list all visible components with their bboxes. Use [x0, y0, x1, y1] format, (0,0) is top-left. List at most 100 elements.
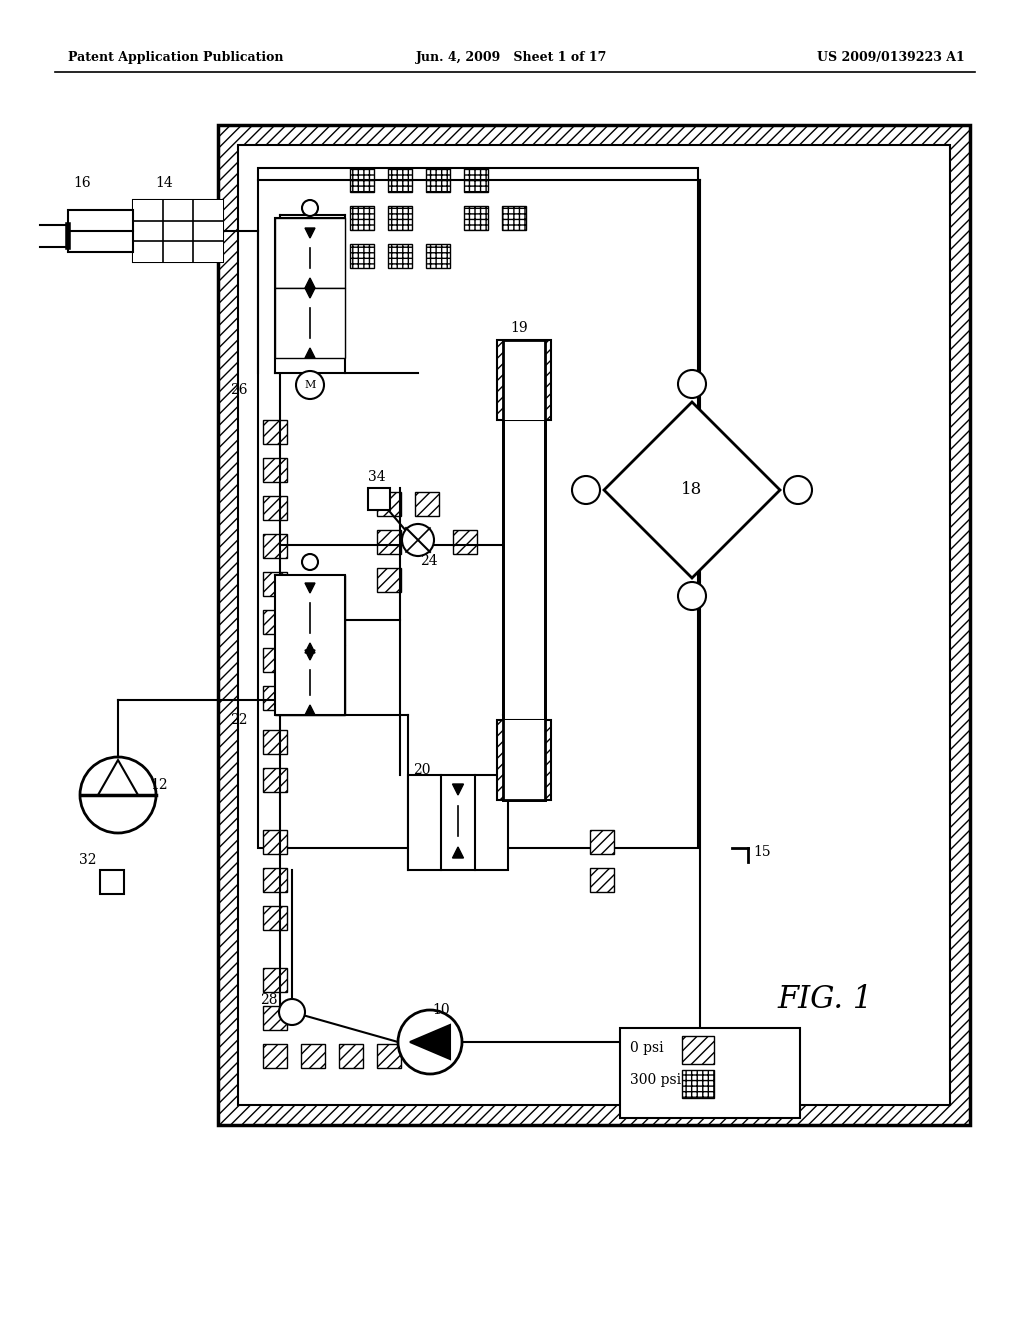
Text: 18: 18 — [681, 482, 702, 499]
Circle shape — [784, 477, 812, 504]
Bar — [350, 206, 374, 230]
Bar — [193, 201, 223, 261]
Bar — [503, 341, 545, 420]
Text: 10: 10 — [432, 1003, 450, 1016]
Text: 22: 22 — [230, 713, 248, 727]
Text: 28: 28 — [260, 993, 278, 1007]
Text: 16: 16 — [73, 176, 91, 190]
Circle shape — [279, 999, 305, 1026]
Text: 34: 34 — [368, 470, 386, 484]
Polygon shape — [305, 348, 315, 358]
Bar — [682, 1036, 714, 1064]
Text: 15: 15 — [753, 845, 771, 859]
Polygon shape — [305, 288, 315, 298]
Bar — [503, 341, 545, 800]
Bar — [503, 719, 545, 800]
Circle shape — [80, 756, 156, 833]
Bar — [408, 775, 508, 870]
Bar — [263, 830, 287, 854]
Text: 19: 19 — [510, 321, 527, 335]
Bar — [275, 218, 345, 374]
Text: 20: 20 — [413, 763, 430, 777]
Bar — [275, 576, 345, 645]
Bar — [497, 341, 551, 420]
Bar — [503, 341, 545, 800]
Bar — [388, 168, 412, 191]
Bar — [263, 458, 287, 482]
Bar — [275, 576, 345, 715]
Bar — [377, 568, 401, 591]
Bar — [68, 210, 133, 252]
Text: 300 psi: 300 psi — [630, 1073, 681, 1086]
Circle shape — [302, 201, 318, 216]
Bar — [263, 1006, 287, 1030]
Bar — [368, 488, 390, 510]
Bar — [238, 145, 950, 1105]
Text: 26: 26 — [230, 383, 248, 397]
Bar — [620, 1028, 800, 1118]
Circle shape — [296, 371, 324, 399]
Bar — [377, 492, 401, 516]
Bar — [263, 906, 287, 931]
Bar — [388, 206, 412, 230]
Polygon shape — [305, 228, 315, 238]
Bar — [100, 870, 124, 894]
Polygon shape — [453, 784, 464, 795]
Bar — [263, 768, 287, 792]
Bar — [133, 201, 223, 261]
Bar — [263, 869, 287, 892]
Bar — [258, 168, 698, 847]
Circle shape — [402, 524, 434, 556]
Bar — [590, 830, 614, 854]
Bar — [497, 719, 551, 800]
Bar — [464, 206, 488, 230]
Text: Patent Application Publication: Patent Application Publication — [68, 51, 284, 65]
Bar — [415, 492, 439, 516]
Bar — [301, 1044, 325, 1068]
Bar — [464, 168, 488, 191]
Circle shape — [678, 582, 706, 610]
Bar — [263, 610, 287, 634]
Text: M: M — [304, 380, 315, 389]
Polygon shape — [305, 705, 315, 715]
Bar — [502, 206, 526, 230]
Text: 24: 24 — [420, 554, 437, 568]
Text: 14: 14 — [155, 176, 173, 190]
Bar — [263, 686, 287, 710]
Bar — [377, 1044, 401, 1068]
Text: US 2009/0139223 A1: US 2009/0139223 A1 — [817, 51, 965, 65]
Bar — [275, 218, 345, 288]
Bar — [263, 1044, 287, 1068]
Bar — [682, 1071, 714, 1098]
Bar — [426, 244, 450, 268]
Text: Jun. 4, 2009   Sheet 1 of 17: Jun. 4, 2009 Sheet 1 of 17 — [417, 51, 607, 65]
Circle shape — [302, 554, 318, 570]
Bar — [275, 288, 345, 358]
Text: 0 psi: 0 psi — [630, 1041, 664, 1055]
Bar — [350, 244, 374, 268]
Polygon shape — [604, 403, 780, 578]
Circle shape — [398, 1010, 462, 1074]
Polygon shape — [305, 583, 315, 593]
Bar — [133, 201, 163, 261]
Bar — [426, 168, 450, 191]
Bar — [263, 420, 287, 444]
Polygon shape — [453, 847, 464, 858]
Bar — [263, 968, 287, 993]
Bar — [590, 869, 614, 892]
Bar — [263, 496, 287, 520]
Bar — [350, 168, 374, 191]
Bar — [453, 531, 477, 554]
Bar — [263, 648, 287, 672]
Bar — [339, 1044, 362, 1068]
Bar — [377, 531, 401, 554]
Bar — [218, 125, 970, 1125]
Bar — [263, 535, 287, 558]
Polygon shape — [305, 649, 315, 660]
Text: 12: 12 — [150, 777, 168, 792]
Circle shape — [678, 370, 706, 399]
Bar — [263, 572, 287, 597]
Bar — [263, 730, 287, 754]
Text: 32: 32 — [80, 853, 97, 867]
Text: FIG. 1: FIG. 1 — [777, 985, 872, 1015]
